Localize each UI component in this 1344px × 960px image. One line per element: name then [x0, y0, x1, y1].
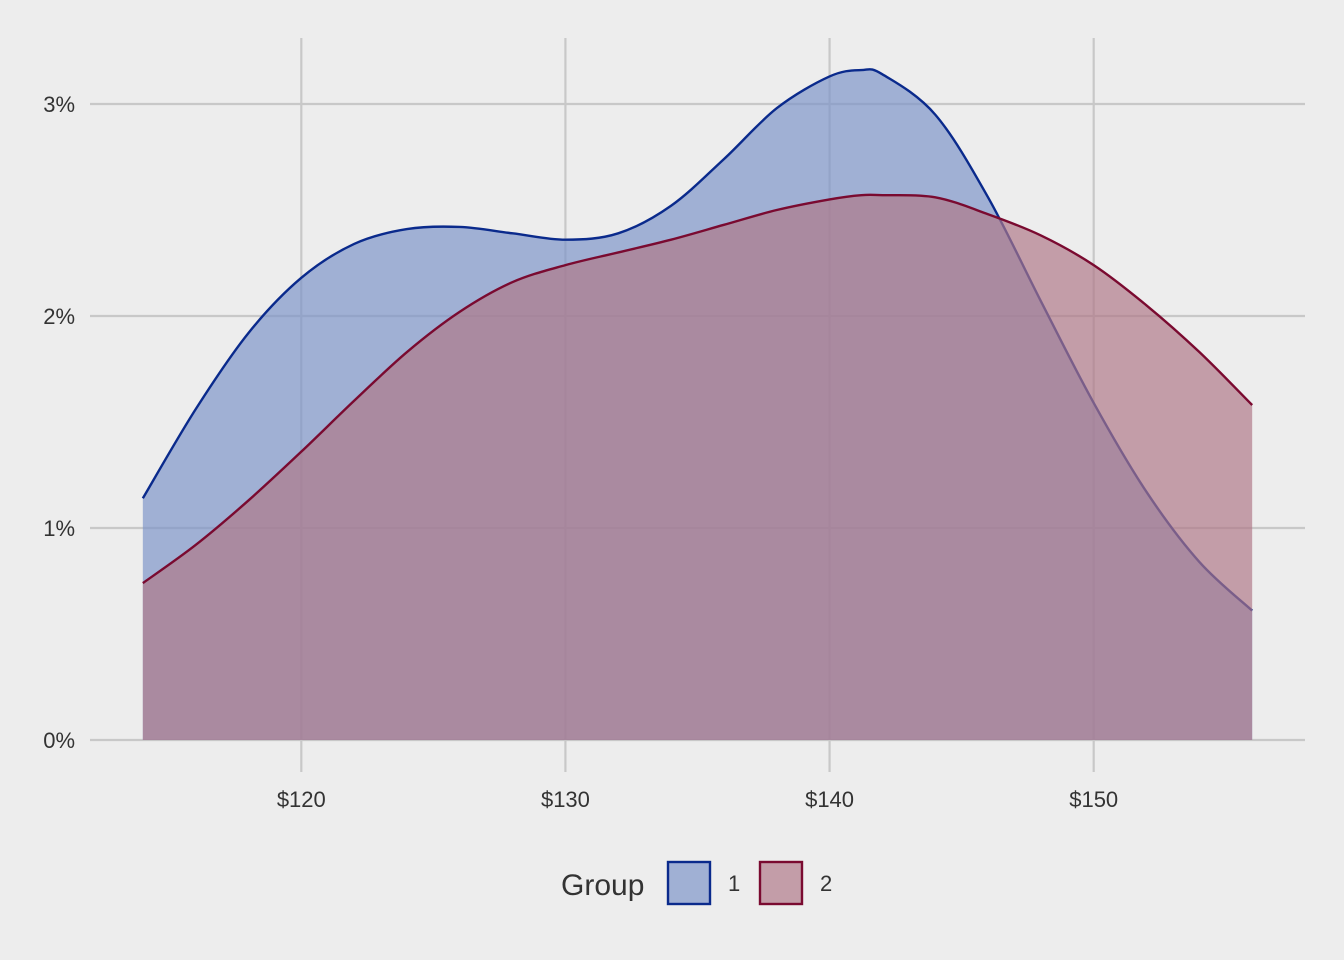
y-axis-ticks: 0% 1% 2% 3% — [43, 92, 75, 753]
y-tick-label: 2% — [43, 304, 75, 329]
x-tick-label: $130 — [541, 787, 590, 812]
y-tick-label: 3% — [43, 92, 75, 117]
series-2-line — [142, 193, 1254, 585]
x-axis-ticks: $120 $130 $140 $150 — [277, 787, 1118, 812]
y-tick-label: 0% — [43, 728, 75, 753]
y-tick-label: 1% — [43, 516, 75, 541]
density-areas — [141, 68, 1254, 740]
legend: Group 1 2 — [561, 860, 832, 906]
legend-key-1 — [666, 860, 712, 906]
x-tick-label: $140 — [805, 787, 854, 812]
legend-title: Group — [561, 869, 644, 902]
legend-key-2 — [758, 860, 804, 906]
x-tick-label: $120 — [277, 787, 326, 812]
legend-label-1: 1 — [728, 871, 740, 896]
legend-label-2: 2 — [820, 871, 832, 896]
x-tick-label: $150 — [1069, 787, 1118, 812]
series-2-area — [142, 194, 1253, 740]
